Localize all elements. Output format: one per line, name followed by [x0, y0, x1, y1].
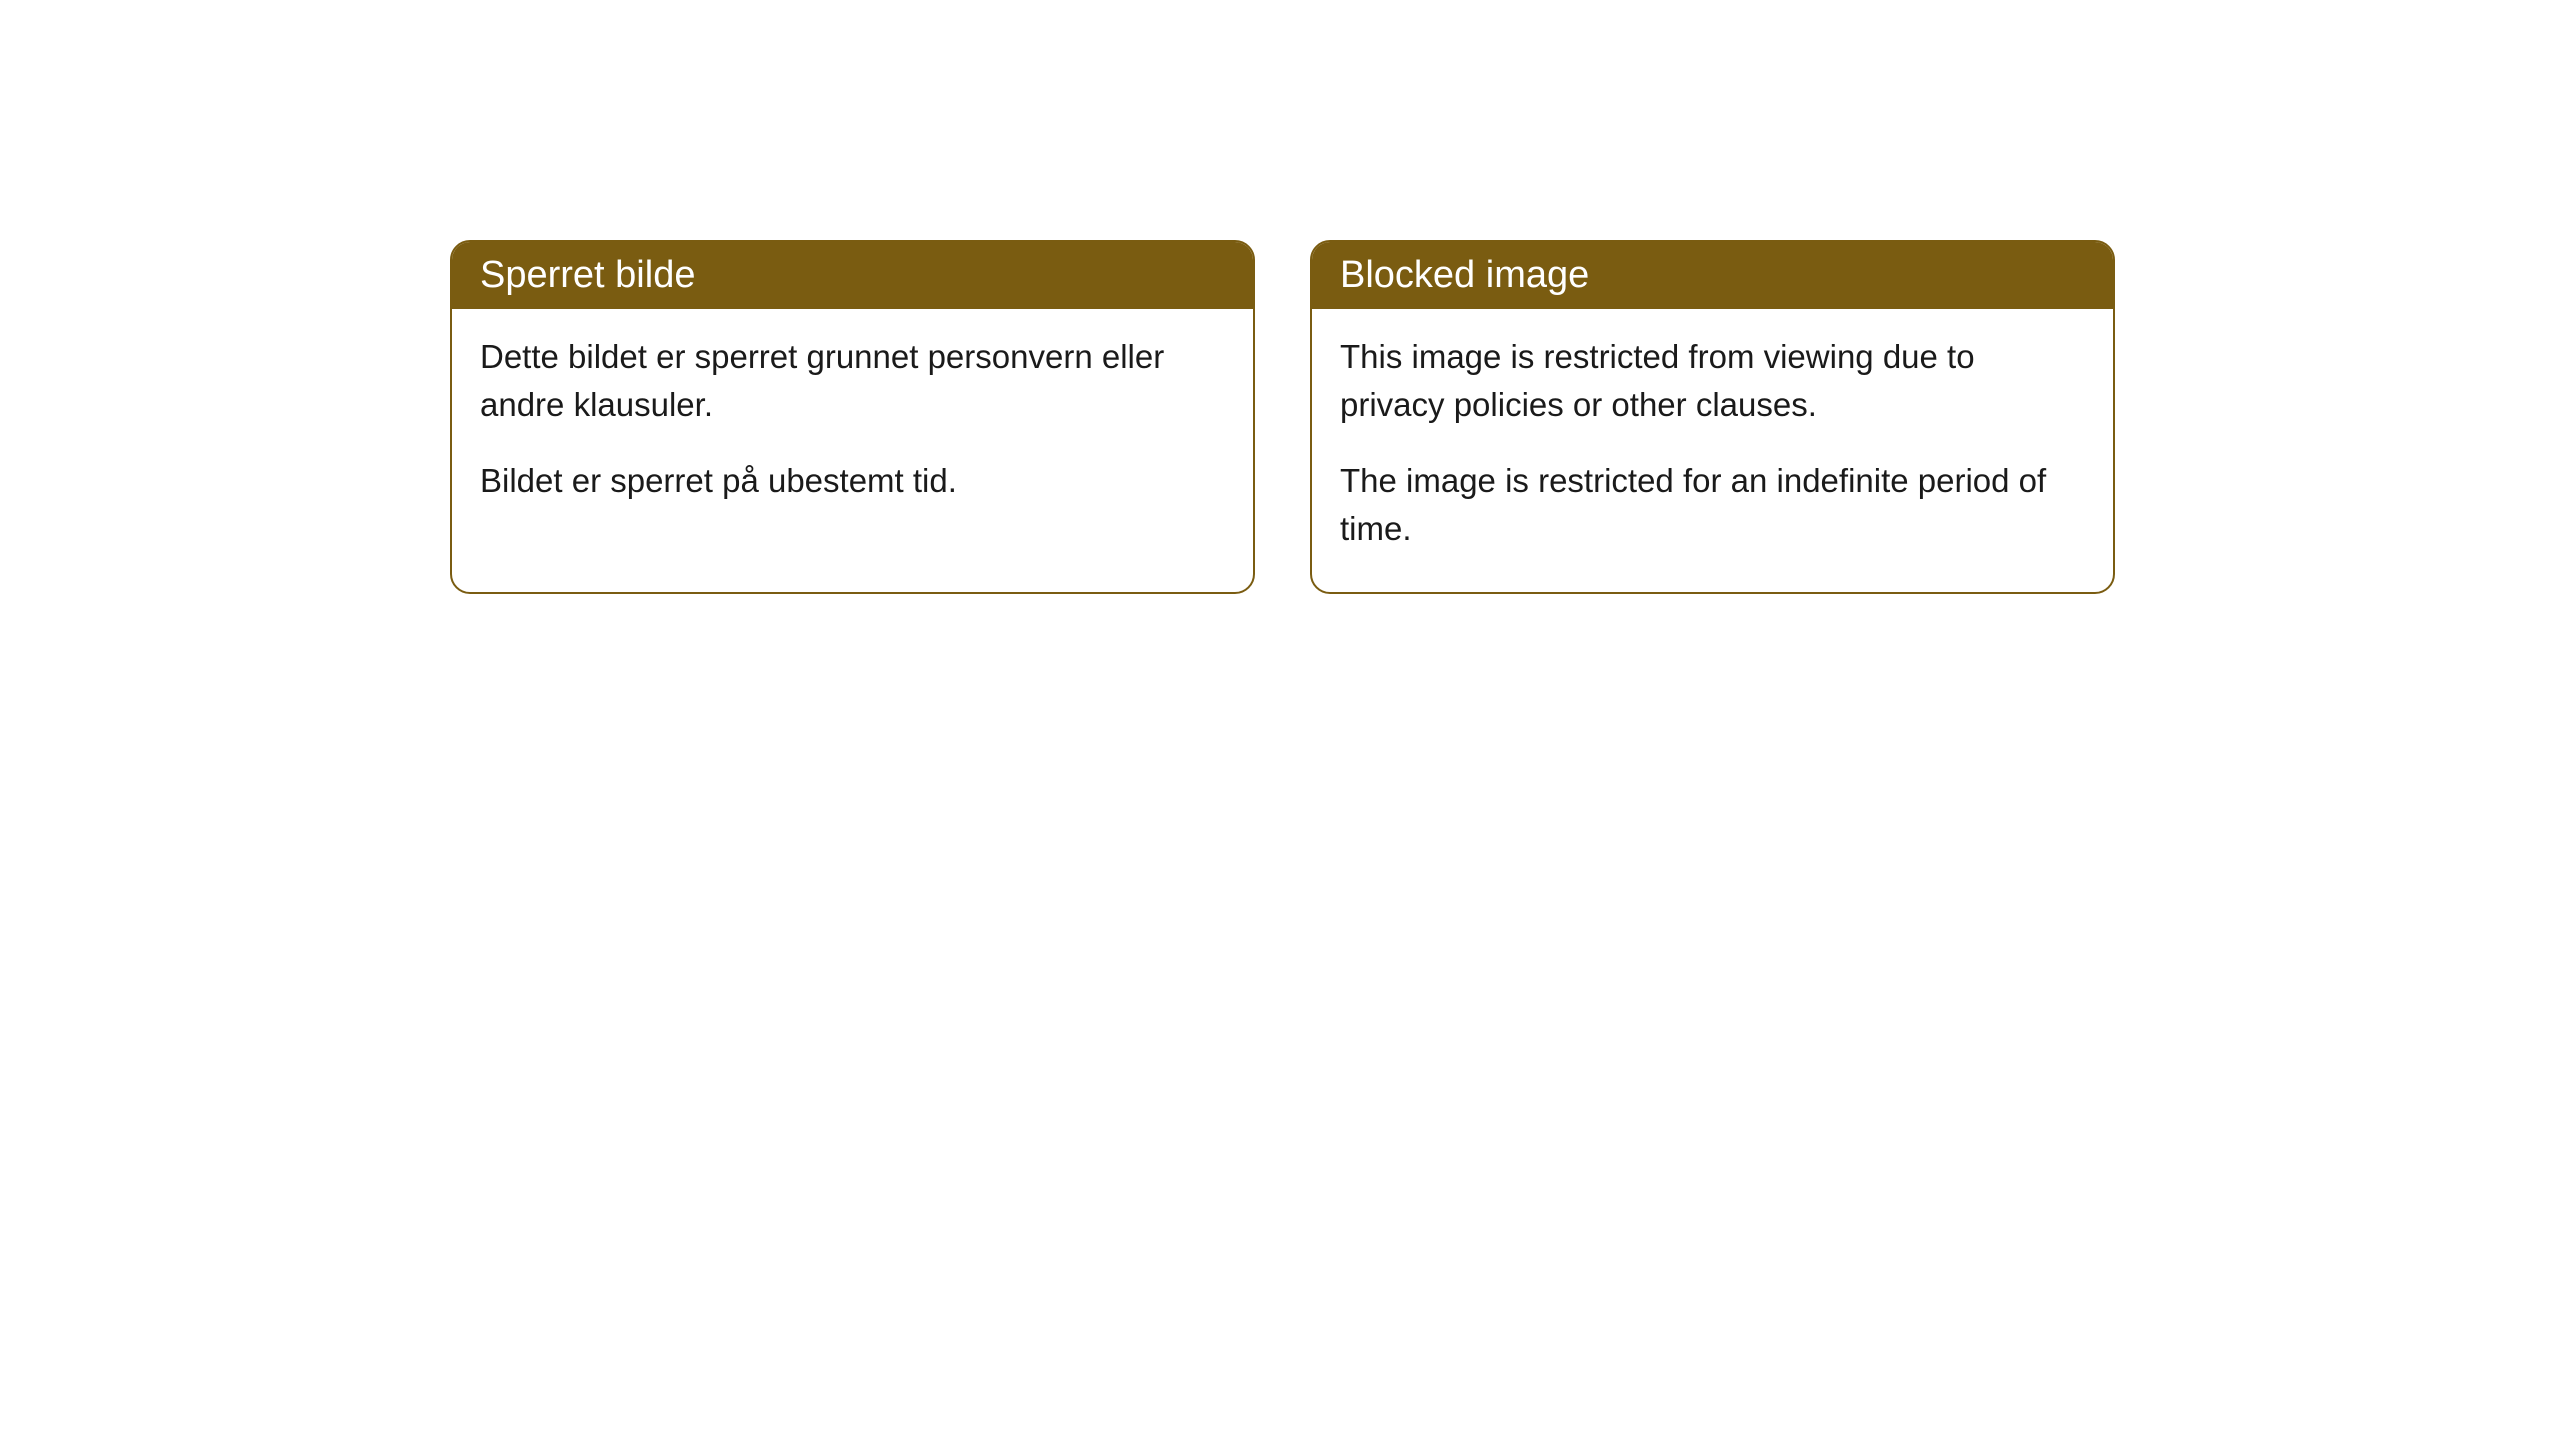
card-container: Sperret bilde Dette bildet er sperret gr…: [450, 240, 2115, 594]
card-english: Blocked image This image is restricted f…: [1310, 240, 2115, 594]
card-body-norwegian: Dette bildet er sperret grunnet personve…: [452, 309, 1253, 545]
card-paragraph-2: Bildet er sperret på ubestemt tid.: [480, 457, 1225, 505]
card-paragraph-1: This image is restricted from viewing du…: [1340, 333, 2085, 429]
card-header-english: Blocked image: [1312, 242, 2113, 309]
card-header-norwegian: Sperret bilde: [452, 242, 1253, 309]
card-paragraph-2: The image is restricted for an indefinit…: [1340, 457, 2085, 553]
card-paragraph-1: Dette bildet er sperret grunnet personve…: [480, 333, 1225, 429]
card-norwegian: Sperret bilde Dette bildet er sperret gr…: [450, 240, 1255, 594]
card-body-english: This image is restricted from viewing du…: [1312, 309, 2113, 592]
